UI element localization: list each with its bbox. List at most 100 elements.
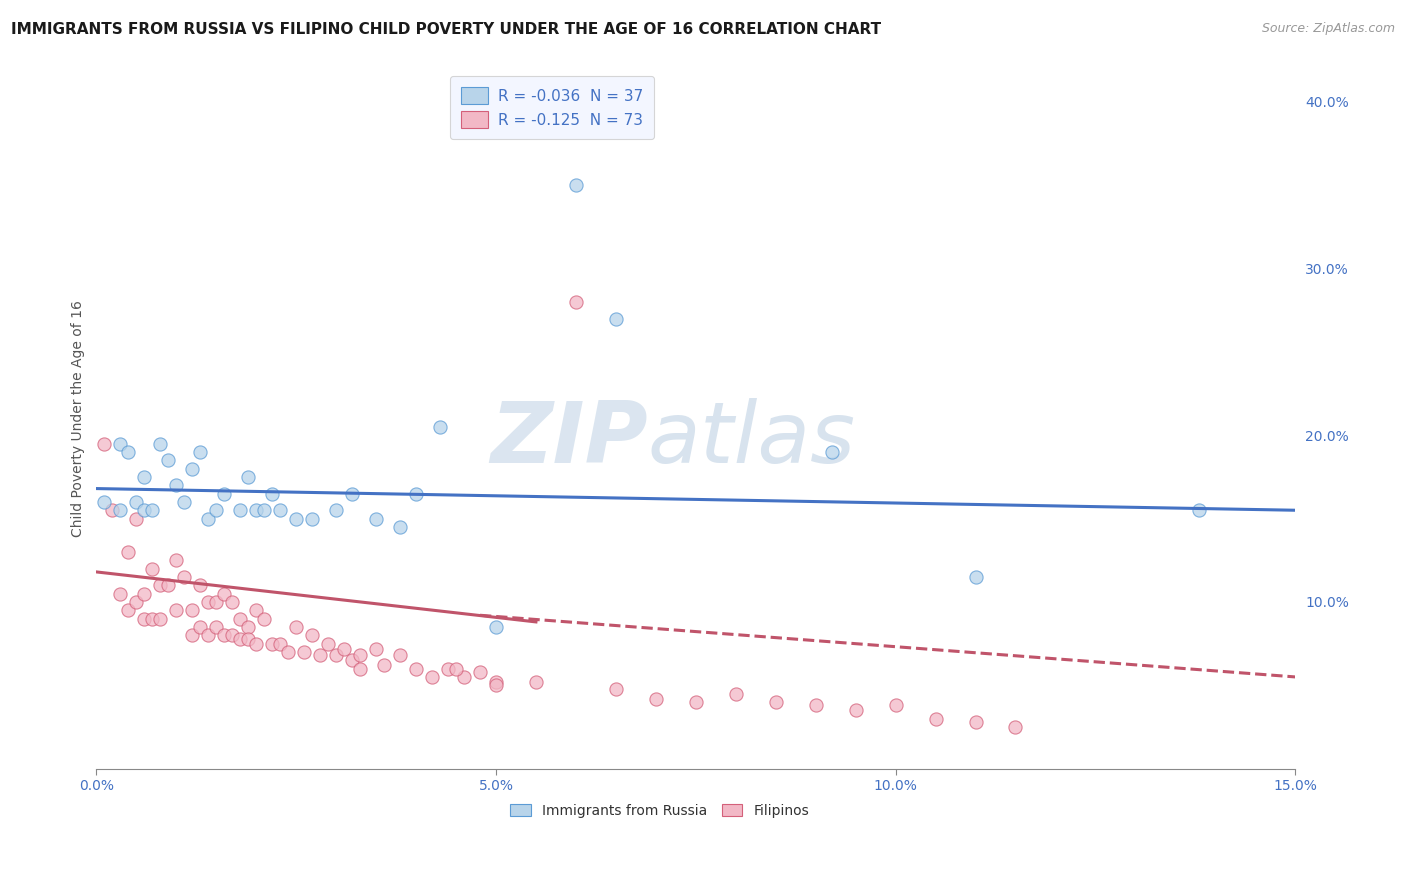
Point — [444, 662, 467, 676]
Point — [188, 445, 211, 459]
Point — [405, 662, 427, 676]
Point — [157, 453, 180, 467]
Point — [238, 632, 260, 646]
Point — [644, 691, 666, 706]
Point — [965, 714, 987, 729]
Point — [205, 503, 228, 517]
Point — [125, 511, 148, 525]
Point — [309, 648, 332, 663]
Point — [173, 570, 195, 584]
Point — [468, 665, 491, 679]
Point — [134, 503, 156, 517]
Point — [340, 653, 363, 667]
Point — [373, 658, 395, 673]
Text: ZIP: ZIP — [491, 398, 648, 481]
Point — [197, 511, 219, 525]
Point — [292, 645, 315, 659]
Point — [389, 520, 412, 534]
Point — [349, 662, 371, 676]
Point — [245, 637, 267, 651]
Point — [101, 503, 124, 517]
Point — [389, 648, 412, 663]
Point — [117, 445, 139, 459]
Legend: Immigrants from Russia, Filipinos: Immigrants from Russia, Filipinos — [503, 797, 815, 825]
Point — [149, 578, 172, 592]
Point — [110, 436, 132, 450]
Point — [149, 611, 172, 625]
Point — [605, 681, 627, 696]
Point — [238, 620, 260, 634]
Point — [333, 641, 356, 656]
Point — [157, 578, 180, 592]
Point — [141, 561, 163, 575]
Point — [301, 628, 323, 642]
Point — [765, 695, 787, 709]
Point — [110, 503, 132, 517]
Point — [285, 511, 308, 525]
Point — [165, 603, 187, 617]
Point — [1004, 720, 1026, 734]
Point — [453, 670, 475, 684]
Point — [316, 637, 339, 651]
Point — [364, 641, 387, 656]
Point — [845, 703, 868, 717]
Point — [181, 628, 204, 642]
Point — [181, 603, 204, 617]
Point — [884, 698, 907, 713]
Point — [212, 586, 235, 600]
Point — [141, 503, 163, 517]
Point — [181, 461, 204, 475]
Point — [93, 495, 115, 509]
Point — [173, 495, 195, 509]
Point — [141, 611, 163, 625]
Point — [253, 503, 276, 517]
Point — [188, 620, 211, 634]
Point — [524, 674, 547, 689]
Point — [924, 712, 946, 726]
Point — [285, 620, 308, 634]
Point — [149, 436, 172, 450]
Point — [197, 628, 219, 642]
Point — [245, 503, 267, 517]
Point — [485, 674, 508, 689]
Point — [724, 687, 747, 701]
Point — [197, 595, 219, 609]
Point — [565, 178, 588, 193]
Point — [821, 445, 844, 459]
Text: Source: ZipAtlas.com: Source: ZipAtlas.com — [1261, 22, 1395, 36]
Point — [212, 486, 235, 500]
Point — [205, 620, 228, 634]
Point — [437, 662, 460, 676]
Point — [262, 637, 284, 651]
Point — [364, 511, 387, 525]
Point — [325, 503, 347, 517]
Point — [110, 586, 132, 600]
Point — [134, 611, 156, 625]
Point — [340, 486, 363, 500]
Point — [420, 670, 443, 684]
Point — [269, 503, 291, 517]
Point — [253, 611, 276, 625]
Point — [117, 545, 139, 559]
Point — [605, 311, 627, 326]
Point — [134, 586, 156, 600]
Point — [405, 486, 427, 500]
Point — [485, 620, 508, 634]
Point — [349, 648, 371, 663]
Point — [134, 470, 156, 484]
Point — [117, 603, 139, 617]
Y-axis label: Child Poverty Under the Age of 16: Child Poverty Under the Age of 16 — [72, 300, 86, 537]
Point — [685, 695, 707, 709]
Point — [325, 648, 347, 663]
Point — [565, 294, 588, 309]
Point — [238, 470, 260, 484]
Point — [429, 420, 451, 434]
Point — [93, 436, 115, 450]
Point — [485, 678, 508, 692]
Point — [188, 578, 211, 592]
Text: atlas: atlas — [648, 398, 856, 481]
Point — [262, 486, 284, 500]
Point — [212, 628, 235, 642]
Text: IMMIGRANTS FROM RUSSIA VS FILIPINO CHILD POVERTY UNDER THE AGE OF 16 CORRELATION: IMMIGRANTS FROM RUSSIA VS FILIPINO CHILD… — [11, 22, 882, 37]
Point — [125, 595, 148, 609]
